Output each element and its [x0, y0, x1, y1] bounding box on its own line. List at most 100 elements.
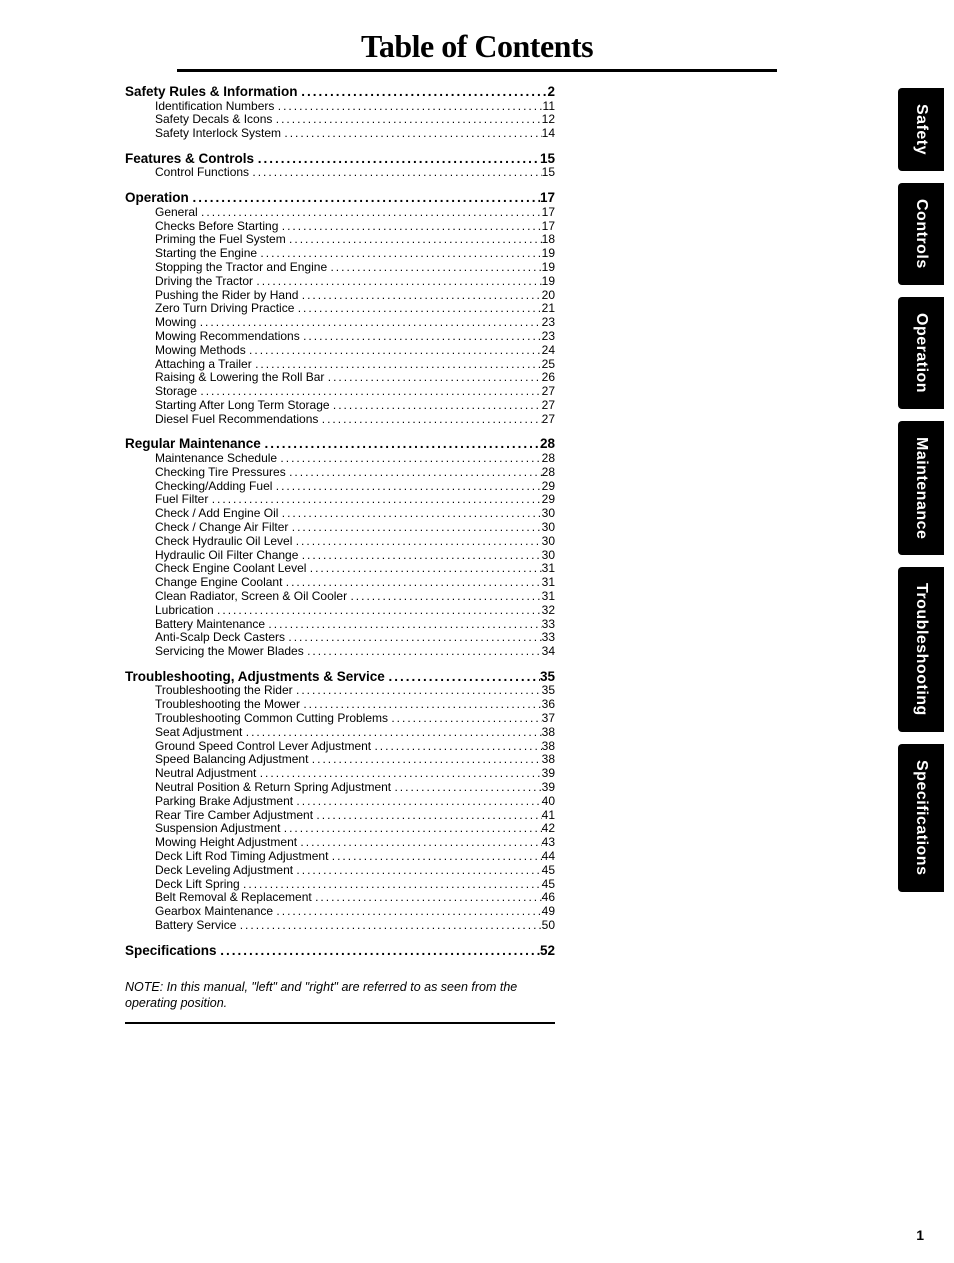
toc-leader-dots: [246, 726, 542, 740]
toc-leader-dots: [296, 684, 542, 698]
toc-leader-dots: [303, 330, 542, 344]
toc-leader-dots: [220, 943, 540, 959]
toc-section-heading: Troubleshooting, Adjustments & Service 3…: [125, 669, 555, 685]
toc-item: Control Functions 15: [125, 166, 555, 180]
toc-leader-dots: [286, 576, 542, 590]
toc-leader-dots: [258, 151, 540, 167]
toc-item: Driving the Tractor 19: [125, 275, 555, 289]
toc-section-page: 17: [540, 190, 555, 206]
toc-item-page: 39: [542, 767, 555, 781]
toc-leader-dots: [276, 113, 542, 127]
side-tab[interactable]: Specifications: [898, 744, 944, 891]
toc-item: Troubleshooting the Rider 35: [125, 684, 555, 698]
toc-item: Mowing Height Adjustment 43: [125, 836, 555, 850]
side-tab[interactable]: Controls: [898, 183, 944, 285]
toc-item-page: 41: [542, 809, 555, 823]
toc-item-label: Troubleshooting the Mower: [155, 698, 303, 712]
toc-item: Check Hydraulic Oil Level 30: [125, 535, 555, 549]
side-tab[interactable]: Troubleshooting: [898, 567, 944, 732]
toc-item-page: 42: [542, 822, 555, 836]
toc-leader-dots: [298, 302, 542, 316]
toc-item-label: Battery Service: [155, 919, 240, 933]
toc-item: Battery Maintenance 33: [125, 618, 555, 632]
toc-leader-dots: [330, 261, 541, 275]
toc-leader-dots: [302, 289, 542, 303]
toc-section-heading: Specifications 52: [125, 943, 555, 959]
side-tab[interactable]: Maintenance: [898, 421, 944, 555]
toc-item-label: Mowing Recommendations: [155, 330, 303, 344]
toc-item-label: Check / Add Engine Oil: [155, 507, 282, 521]
toc-leader-dots: [303, 698, 541, 712]
toc-item: Seat Adjustment 38: [125, 726, 555, 740]
toc-leader-dots: [260, 767, 542, 781]
toc-item: Starting the Engine 19: [125, 247, 555, 261]
toc-item-label: Change Engine Coolant: [155, 576, 286, 590]
toc-leader-dots: [322, 413, 542, 427]
toc-item-label: Check / Change Air Filter: [155, 521, 292, 535]
toc-item-label: Suspension Adjustment: [155, 822, 284, 836]
toc-item-label: Attaching a Trailer: [155, 358, 255, 372]
toc-item-label: Hydraulic Oil Filter Change: [155, 549, 302, 563]
toc-leader-dots: [292, 521, 542, 535]
toc-item-page: 35: [542, 684, 555, 698]
toc-item-page: 15: [542, 166, 555, 180]
toc-item: Rear Tire Camber Adjustment 41: [125, 809, 555, 823]
toc-item: Suspension Adjustment 42: [125, 822, 555, 836]
note-divider: [125, 1022, 555, 1025]
toc-item-label: Starting After Long Term Storage: [155, 399, 333, 413]
toc-item-page: 19: [542, 275, 555, 289]
toc-item: Mowing 23: [125, 316, 555, 330]
toc-leader-dots: [315, 891, 542, 905]
toc-item-page: 17: [542, 220, 555, 234]
toc-leader-dots: [217, 604, 542, 618]
toc-item: Anti-Scalp Deck Casters 33: [125, 631, 555, 645]
toc-item-label: Anti-Scalp Deck Casters: [155, 631, 288, 645]
toc-leader-dots: [300, 836, 541, 850]
toc-item-page: 23: [542, 330, 555, 344]
toc-leader-dots: [332, 850, 542, 864]
toc-item-page: 45: [542, 864, 555, 878]
toc-item-page: 33: [542, 618, 555, 632]
toc-content: Safety Rules & Information 2Identificati…: [125, 84, 555, 1024]
toc-item: Priming the Fuel System 18: [125, 233, 555, 247]
toc-item-label: Control Functions: [155, 166, 252, 180]
toc-item-page: 25: [542, 358, 555, 372]
toc-item-page: 29: [542, 480, 555, 494]
toc-item: Belt Removal & Replacement 46: [125, 891, 555, 905]
toc-leader-dots: [200, 316, 542, 330]
toc-item: Check / Change Air Filter 30: [125, 521, 555, 535]
toc-item-page: 19: [542, 247, 555, 261]
toc-leader-dots: [240, 919, 542, 933]
toc-item-label: Check Hydraulic Oil Level: [155, 535, 296, 549]
toc-item-page: 38: [542, 753, 555, 767]
toc-item-page: 44: [542, 850, 555, 864]
toc-item-page: 18: [542, 233, 555, 247]
side-tabs: Safety Controls Operation Maintenance Troubl…: [898, 88, 944, 904]
toc-item-page: 40: [542, 795, 555, 809]
toc-item-page: 27: [542, 399, 555, 413]
toc-item: Gearbox Maintenance 49: [125, 905, 555, 919]
toc-item-label: Checking/Adding Fuel: [155, 480, 276, 494]
toc-leader-dots: [289, 233, 542, 247]
toc-section-page: 52: [540, 943, 555, 959]
toc-item-page: 26: [542, 371, 555, 385]
toc-item-page: 31: [542, 576, 555, 590]
toc-leader-dots: [284, 822, 542, 836]
side-tab[interactable]: Operation: [898, 297, 944, 409]
toc-item-label: Check Engine Coolant Level: [155, 562, 310, 576]
toc-item-page: 19: [542, 261, 555, 275]
toc-item-label: Mowing: [155, 316, 200, 330]
toc-leader-dots: [201, 206, 542, 220]
toc-item: Starting After Long Term Storage 27: [125, 399, 555, 413]
side-tab[interactable]: Safety: [898, 88, 944, 171]
toc-section-label: Features & Controls: [125, 151, 258, 167]
toc-item-label: Neutral Adjustment: [155, 767, 260, 781]
toc-item: Checking/Adding Fuel 29: [125, 480, 555, 494]
toc-leader-dots: [193, 190, 540, 206]
toc-item-label: Ground Speed Control Lever Adjustment: [155, 740, 374, 754]
toc-leader-dots: [289, 466, 542, 480]
toc-item: Mowing Recommendations 23: [125, 330, 555, 344]
toc-section-label: Troubleshooting, Adjustments & Service: [125, 669, 389, 685]
toc-item-page: 28: [542, 452, 555, 466]
toc-section-label: Specifications: [125, 943, 220, 959]
